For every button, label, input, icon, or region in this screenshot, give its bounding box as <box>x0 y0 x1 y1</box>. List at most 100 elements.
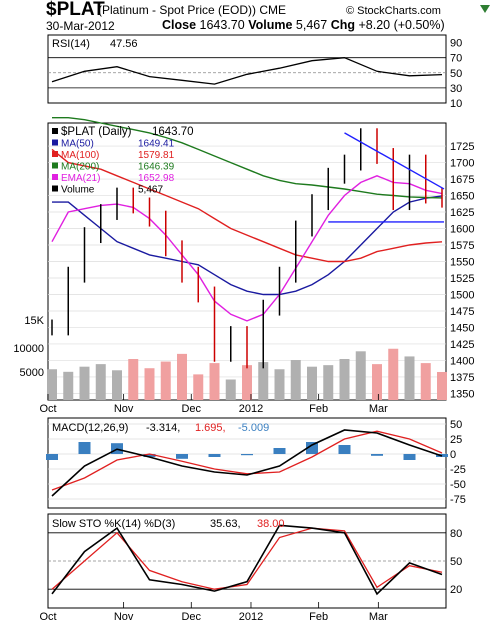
volume-bar <box>388 348 399 400</box>
legend-swatch <box>52 128 58 134</box>
sto-x-axis-tick-label: 2012 <box>239 611 263 623</box>
legend-series-name: MA(200) <box>61 162 99 173</box>
volume-bar <box>160 361 171 400</box>
price-axis-tick-label: 1500 <box>450 289 474 301</box>
volume-bar <box>112 370 122 400</box>
rsi-axis-tick-label: 70 <box>450 53 462 65</box>
volume-bar <box>404 356 415 400</box>
volume-bar <box>355 351 366 400</box>
volume-bar <box>63 371 74 400</box>
price-x-axis-tick-label: Feb <box>309 403 328 415</box>
price-x-axis-tick-label: 2012 <box>239 403 263 415</box>
price-axis-tick-label: 1550 <box>450 257 474 269</box>
volume-bar <box>258 362 269 400</box>
volume-bar <box>420 363 431 400</box>
macd-signal-value: 1.695, <box>195 422 226 434</box>
price-axis-tick-label: 1575 <box>450 240 474 252</box>
stochastic-panel: 80 50 20 Slow STO %K(14) %D(3) 35.63, 38.00 Oc… <box>39 513 462 623</box>
price-axis-tick-label: 1350 <box>450 388 474 400</box>
sto-axis-tick-label: 20 <box>450 584 462 596</box>
brand-watermark: © StockCharts.com <box>346 5 441 17</box>
volume-bar <box>177 353 187 400</box>
volume-bar <box>144 368 155 400</box>
volume-tick-label: 5000 <box>20 367 44 379</box>
volume-bar <box>339 359 350 400</box>
legend-swatch <box>52 174 58 180</box>
sto-x-axis-tick-label: Mar <box>369 611 388 623</box>
macd-histogram-bar <box>241 454 253 456</box>
macd-histogram-bar <box>306 442 318 454</box>
rsi-value: 47.56 <box>110 38 138 50</box>
volume-bar <box>372 364 382 400</box>
sto-axis-tick-label: 80 <box>450 528 462 540</box>
macd-panel: 50 25 0 -25 -50 -75 MACD(12,26,9) -3.314, 1.695,… <box>46 417 466 509</box>
price-panel: 1725 1700 1675 1650 1625 1600 1575 1550 1525 1500… <box>13 116 474 415</box>
macd-value: -3.314, <box>146 422 180 434</box>
moving-average-line <box>52 195 443 296</box>
volume-bar <box>274 369 285 400</box>
exchange-label: CME <box>259 3 287 17</box>
price-x-axis-tick-label: Oct <box>39 403 56 415</box>
macd-line <box>51 429 443 497</box>
rsi-line <box>51 57 443 85</box>
legend-series-value: 1649.41 <box>138 139 175 150</box>
volume-tick-label: 15K <box>24 315 44 327</box>
legend-swatch <box>52 185 58 192</box>
moving-average-line <box>51 148 443 263</box>
macd-label: MACD(12,26,9) <box>52 422 128 434</box>
macd-axis-tick-label: -25 <box>450 464 466 476</box>
volume-tick-label: 10000 <box>13 343 44 355</box>
legend-series-value: 1652.98 <box>138 173 175 184</box>
instrument-description: (Platinum - Spot Price (EOD)) <box>98 3 257 17</box>
quote-date: 30-Mar-2012 <box>46 19 115 33</box>
sto-d-line <box>51 527 443 590</box>
legend-series-name: EMA(21) <box>61 173 100 184</box>
up-arrow-icon <box>480 5 490 13</box>
volume-bar <box>79 366 90 400</box>
macd-histogram-bar <box>176 454 188 459</box>
macd-histogram-bar <box>273 448 286 454</box>
price-axis-tick-label: 1600 <box>450 224 474 236</box>
volume-bar <box>290 360 301 400</box>
rsi-axis-tick-label: 90 <box>450 38 462 50</box>
sto-x-axis-tick-label: Nov <box>114 611 134 623</box>
macd-frame <box>47 417 447 509</box>
macd-histogram-bar <box>78 442 91 454</box>
ticker-symbol: $PLAT <box>46 0 105 20</box>
sto-x-axis-tick-label: Oct <box>39 611 56 623</box>
macd-axis-tick-label: 0 <box>450 449 456 461</box>
legend-swatch <box>52 151 58 157</box>
volume-bar <box>323 365 334 400</box>
price-axis-tick-label: 1425 <box>450 339 474 351</box>
legend-series-name: MA(100) <box>61 150 99 161</box>
close-label: Close <box>162 18 197 32</box>
volume-bar <box>95 364 106 400</box>
change-value: +8.20 (+0.50%) <box>358 18 445 32</box>
legend-series-name: MA(50) <box>61 139 94 150</box>
sto-x-axis-tick-label: Feb <box>309 611 328 623</box>
macd-histogram-bar <box>403 454 416 460</box>
sto-axis-tick-label: 50 <box>450 556 462 568</box>
volume-bar <box>209 363 220 400</box>
close-value: 1643.70 <box>199 18 245 32</box>
sto-k-value: 35.63, <box>210 518 241 530</box>
legend-series-value: 1646.39 <box>138 162 175 173</box>
rsi-axis-tick-label: 50 <box>450 68 462 80</box>
macd-histogram-value: -5.009 <box>238 422 269 434</box>
price-axis-tick-label: 1525 <box>450 273 474 285</box>
macd-axis-tick-label: 50 <box>450 419 462 431</box>
price-axis-tick-label: 1625 <box>450 207 474 219</box>
macd-histogram-bar <box>338 445 351 454</box>
price-axis-tick-label: 1450 <box>450 322 474 334</box>
instrument-name: (Platinum - Spot Price (EOD)) CME <box>98 3 286 17</box>
legend-series-value: 1643.70 <box>152 126 194 138</box>
legend-series-name: $PLAT (Daily) <box>61 126 132 138</box>
sto-d-value: 38.00 <box>257 518 285 530</box>
legend-swatch <box>52 162 58 169</box>
volume-bar <box>193 374 204 400</box>
price-x-axis-tick-label: Dec <box>181 403 201 415</box>
resistance-trendline <box>344 132 445 190</box>
volume-bar <box>242 365 252 400</box>
legend-swatch <box>52 139 58 146</box>
